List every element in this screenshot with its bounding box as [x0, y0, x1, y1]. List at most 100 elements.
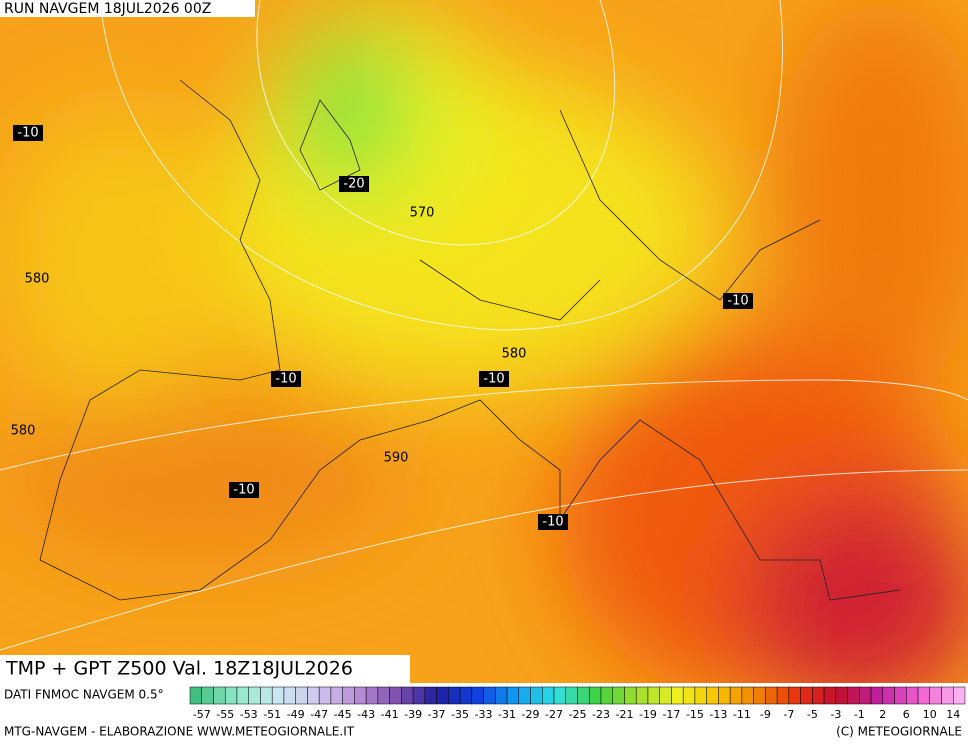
- color-swatch: [236, 686, 249, 705]
- color-swatch: [448, 686, 461, 705]
- color-swatch: [776, 686, 790, 705]
- color-swatch: [260, 686, 273, 705]
- contour-label: 580: [11, 424, 36, 439]
- color-swatch: [224, 686, 238, 705]
- colorbar-label: -35: [451, 708, 469, 721]
- run-label: RUN NAVGEM 18JUL2026 00Z: [4, 1, 211, 17]
- contour-label: -10: [17, 126, 38, 141]
- color-swatch: [682, 686, 696, 705]
- label-box: [538, 514, 568, 530]
- label-box: [271, 371, 301, 387]
- color-swatch: [248, 686, 261, 705]
- copyright: (C) METEOGIORNALE: [836, 725, 962, 739]
- colorbar-label: 6: [903, 708, 910, 721]
- color-swatch: [588, 686, 602, 705]
- color-swatch: [412, 686, 426, 705]
- color-swatch: [823, 686, 837, 705]
- color-swatch: [941, 686, 954, 705]
- color-swatch: [471, 686, 484, 705]
- contour-label: 580: [502, 347, 527, 362]
- color-swatch: [495, 686, 508, 705]
- colorbar-label: -13: [709, 708, 727, 721]
- color-swatch: [365, 686, 379, 705]
- color-swatch: [342, 686, 355, 705]
- color-swatch: [741, 686, 754, 705]
- color-swatch: [882, 686, 895, 705]
- colorbar-label: -7: [783, 708, 794, 721]
- colorbar-label: -49: [287, 708, 305, 721]
- color-swatch: [671, 686, 684, 705]
- colorbar-label: -23: [592, 708, 610, 721]
- colorbar-label: -9: [760, 708, 771, 721]
- color-swatch: [612, 686, 625, 705]
- color-swatch: [271, 686, 285, 705]
- color-swatch: [354, 686, 367, 705]
- color-swatch: [283, 686, 296, 705]
- color-swatch: [189, 686, 202, 705]
- credit: MTG-NAVGEM - ELABORAZIONE WWW.METEOGIORN…: [4, 725, 355, 739]
- label-box: [479, 371, 509, 387]
- color-swatch: [389, 686, 402, 705]
- color-swatch: [812, 686, 825, 705]
- colorbar-label: -1: [854, 708, 865, 721]
- color-swatch: [577, 686, 590, 705]
- colorbar-label: -41: [381, 708, 399, 721]
- label-box: [723, 293, 753, 309]
- color-swatch: [870, 686, 884, 705]
- color-swatch: [729, 686, 743, 705]
- color-swatch: [565, 686, 578, 705]
- color-swatch: [213, 686, 226, 705]
- color-swatch: [788, 686, 801, 705]
- color-swatch: [459, 686, 473, 705]
- colorbar-label: -19: [639, 708, 657, 721]
- colorbar-label: -21: [615, 708, 633, 721]
- colorbar-label: -25: [569, 708, 587, 721]
- color-swatch: [600, 686, 613, 705]
- contour-labels: -10 -20 570 580 -10 580 -10 -10 580 590 -10 -10: [11, 125, 753, 530]
- color-swatch: [553, 686, 567, 705]
- color-swatch: [518, 686, 531, 705]
- label-box: [229, 482, 259, 498]
- color-swatch: [894, 686, 907, 705]
- colorbar-label: 10: [923, 708, 937, 721]
- contour-label: -10: [542, 515, 563, 530]
- color-swatch: [800, 686, 813, 705]
- colorbar-label: -39: [404, 708, 422, 721]
- colorbar-label: -3: [830, 708, 841, 721]
- colorbar-label: 14: [946, 708, 960, 721]
- color-swatch: [624, 686, 637, 705]
- color-swatch: [307, 686, 320, 705]
- colorbar-label: -15: [686, 708, 704, 721]
- color-swatch: [953, 686, 966, 705]
- colorbar-label: -53: [240, 708, 258, 721]
- source-label: DATI FNMOC NAVGEM 0.5°: [4, 688, 164, 702]
- map-title: TMP + GPT Z500 Val. 18Z18JUL2026: [5, 658, 353, 680]
- color-swatch: [506, 686, 520, 705]
- contour-label: -10: [727, 294, 748, 309]
- title-box: [0, 655, 410, 683]
- color-swatch: [859, 686, 872, 705]
- color-swatch: [659, 686, 672, 705]
- colorbar-label: -5: [807, 708, 818, 721]
- color-swatch: [929, 686, 942, 705]
- color-swatch: [424, 686, 437, 705]
- color-swatch: [917, 686, 931, 705]
- colorbar-label: -43: [357, 708, 375, 721]
- colorbar-label: -45: [334, 708, 352, 721]
- colorbar-label: -47: [310, 708, 328, 721]
- color-swatch: [436, 686, 449, 705]
- colorbar-label: -29: [522, 708, 540, 721]
- map: RUN NAVGEM 18JUL2026 00Z -10-20570580-10…: [0, 0, 968, 683]
- label-box: [339, 176, 369, 192]
- colorbar-label: -51: [263, 708, 281, 721]
- colorbar-label: -31: [498, 708, 516, 721]
- colorbar-label: -33: [475, 708, 493, 721]
- contour-label: -10: [233, 483, 254, 498]
- color-swatch: [401, 686, 414, 705]
- color-swatch: [530, 686, 543, 705]
- label-box: [13, 125, 43, 141]
- contour-label: 580: [25, 272, 50, 287]
- contour-label: 570: [410, 206, 435, 221]
- color-swatch: [318, 686, 332, 705]
- color-swatch: [847, 686, 860, 705]
